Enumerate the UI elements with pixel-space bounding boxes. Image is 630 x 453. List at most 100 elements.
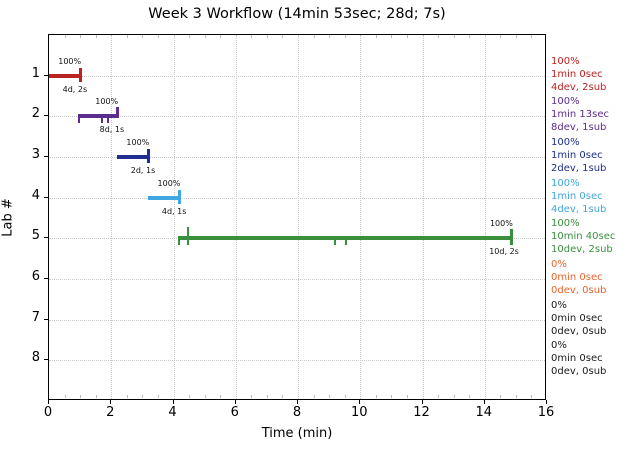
lab-4-bar bbox=[148, 195, 180, 200]
lab-3-event-tick bbox=[146, 149, 150, 163]
x-tick-label-4: 4 bbox=[168, 405, 177, 420]
gridline-lab-6 bbox=[49, 279, 545, 280]
gridline-lab-4 bbox=[49, 197, 545, 199]
lab-5-event-tick bbox=[334, 236, 337, 246]
lab-1-devsub: 4dev, 2sub bbox=[551, 81, 607, 93]
gridline-lab-7 bbox=[49, 319, 545, 321]
minor-tick-top bbox=[282, 35, 284, 38]
lab-2-event-tick bbox=[107, 114, 110, 124]
y-tick-1 bbox=[44, 74, 48, 76]
y-tick-label-5: 5 bbox=[31, 228, 40, 244]
minor-tick-bottom bbox=[142, 395, 144, 398]
y-tick-7 bbox=[44, 318, 48, 320]
minor-tick-top bbox=[329, 35, 331, 38]
lab-4-duration: 1min 0sec bbox=[551, 190, 603, 202]
minor-tick-top bbox=[80, 35, 82, 38]
gridline-x-12 bbox=[422, 35, 424, 399]
lab-1-event-tick bbox=[78, 67, 82, 82]
y-tick-2 bbox=[44, 115, 48, 117]
minor-tick-top bbox=[391, 35, 393, 38]
minor-tick-top bbox=[515, 35, 517, 38]
minor-tick-top bbox=[500, 35, 502, 38]
lab-5-bar-label: 10d, 2s bbox=[489, 247, 519, 257]
lab-5-percent-label: 100% bbox=[489, 219, 513, 229]
minor-tick-top bbox=[375, 35, 377, 38]
lab-3-percent-label: 100% bbox=[126, 138, 150, 147]
lab-5-event-tick bbox=[510, 229, 514, 246]
y-tick-label-2: 2 bbox=[31, 106, 40, 122]
gridline-x-4 bbox=[173, 35, 175, 399]
x-tick-label-10: 10 bbox=[350, 405, 368, 420]
x-tick-0 bbox=[48, 400, 49, 404]
minor-tick-bottom bbox=[266, 395, 268, 398]
lab-1-percent-label: 100% bbox=[58, 56, 82, 66]
minor-tick-top bbox=[251, 35, 253, 38]
gridline-x-8 bbox=[298, 35, 299, 399]
minor-tick-bottom bbox=[438, 395, 440, 398]
minor-tick-top bbox=[126, 35, 128, 38]
lab-6-percent: 0% bbox=[551, 259, 567, 270]
minor-tick-top bbox=[469, 35, 471, 38]
lab-7-percent: 0% bbox=[551, 299, 567, 311]
minor-tick-top bbox=[95, 35, 97, 38]
minor-tick-top bbox=[406, 35, 408, 38]
x-tick-label-16: 16 bbox=[537, 405, 555, 420]
lab-5-duration: 10min 40sec bbox=[551, 231, 616, 243]
minor-tick-bottom bbox=[157, 395, 159, 398]
y-tick-label-4: 4 bbox=[31, 187, 40, 203]
lab-1-stats: 100% 1min 0sec 4dev, 2sub bbox=[551, 55, 630, 94]
lab-5-event-tick bbox=[186, 227, 189, 246]
gridline-lab-1 bbox=[49, 75, 545, 77]
x-tick-8 bbox=[297, 400, 298, 404]
minor-tick-top bbox=[531, 35, 533, 38]
lab-1-bar bbox=[49, 73, 81, 78]
minor-tick-top bbox=[189, 35, 191, 38]
x-tick-label-8: 8 bbox=[292, 405, 302, 420]
lab-1-duration: 1min 0sec bbox=[551, 68, 603, 80]
lab-7-duration: 0min 0sec bbox=[551, 312, 603, 324]
y-tick-label-1: 1 bbox=[31, 65, 40, 81]
y-tick-label-7: 7 bbox=[31, 309, 40, 325]
minor-tick-bottom bbox=[282, 395, 284, 398]
plot-area: 100% 4d, 2s 100% 8d, 1s 100% 2d, 1s 100% 4d, 1s… bbox=[48, 34, 546, 400]
lab-3-duration: 1min 0sec bbox=[551, 150, 603, 161]
x-tick-12 bbox=[421, 400, 423, 404]
lab-2-duration: 1min 13sec bbox=[551, 109, 609, 121]
minor-tick-top bbox=[313, 35, 315, 38]
lab-2-event-tick bbox=[100, 114, 103, 124]
lab-1-percent: 100% bbox=[551, 55, 580, 67]
minor-tick-top bbox=[438, 35, 440, 38]
minor-tick-bottom bbox=[500, 395, 502, 398]
lab-2-stats: 100% 1min 13sec 8dev, 1sub bbox=[551, 95, 630, 134]
lab-7-stats: 0% 0min 0sec 0dev, 0sub bbox=[551, 299, 630, 338]
gridline-x-10 bbox=[360, 35, 362, 399]
lab-7-devsub: 0dev, 0sub bbox=[551, 325, 607, 337]
lab-5-stats: 100% 10min 40sec 10dev, 2sub bbox=[551, 217, 630, 256]
lab-2-bar bbox=[79, 114, 118, 119]
minor-tick-bottom bbox=[515, 395, 517, 398]
lab-8-stats: 0% 0min 0sec 0dev, 0sub bbox=[551, 339, 630, 378]
minor-tick-bottom bbox=[469, 395, 471, 398]
minor-tick-bottom bbox=[453, 395, 455, 398]
minor-tick-bottom bbox=[344, 395, 346, 398]
lab-2-event-tick bbox=[115, 107, 119, 119]
lab-3-devsub: 2dev, 1sub bbox=[551, 163, 607, 174]
y-tick-3 bbox=[44, 156, 48, 157]
x-tick-4 bbox=[172, 400, 174, 404]
lab-2-bar-label: 8d, 1s bbox=[99, 125, 125, 135]
minor-tick-bottom bbox=[313, 395, 315, 398]
y-tick-4 bbox=[44, 196, 48, 198]
lab-1-bar-label: 4d, 2s bbox=[62, 84, 88, 94]
y-tick-8 bbox=[44, 359, 48, 361]
lab-3-percent: 100% bbox=[551, 137, 580, 148]
lab-3-bar bbox=[117, 155, 149, 159]
x-tick-label-12: 12 bbox=[413, 405, 430, 420]
x-tick-label-2: 2 bbox=[106, 405, 115, 420]
minor-tick-bottom bbox=[329, 395, 331, 398]
minor-tick-bottom bbox=[189, 395, 191, 398]
x-tick-10 bbox=[359, 400, 361, 404]
gridline-lab-2 bbox=[49, 116, 545, 118]
lab-2-event-tick bbox=[78, 114, 81, 124]
y-tick-label-3: 3 bbox=[31, 147, 40, 162]
